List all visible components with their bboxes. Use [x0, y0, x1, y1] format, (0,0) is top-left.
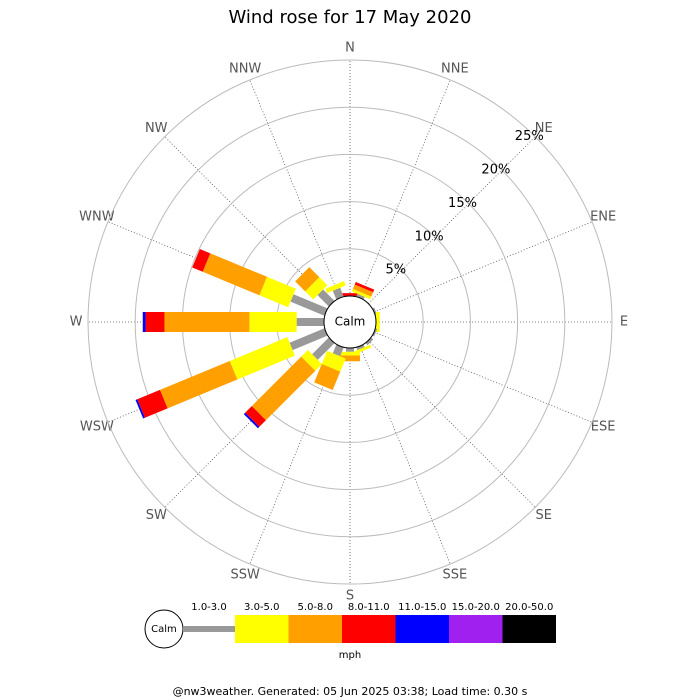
wind-bar: [354, 281, 375, 293]
legend-label: 5.0-8.0: [298, 602, 333, 613]
direction-label: NW: [145, 121, 168, 136]
wind-bar: [251, 356, 316, 421]
wind-bar: [137, 389, 168, 418]
direction-label: E: [620, 315, 628, 330]
direction-label: SW: [146, 508, 167, 523]
wind-bar: [192, 248, 211, 272]
wind-bar: [312, 337, 335, 360]
wind-bar: [314, 363, 341, 390]
direction-label: NNW: [229, 61, 261, 76]
ring-label: 20%: [481, 163, 510, 178]
direction-label: SE: [536, 508, 552, 523]
wind-bar: [135, 399, 145, 419]
direction-label: SSE: [442, 568, 467, 583]
wind-bar: [351, 288, 372, 300]
legend-label: 15.0-20.0: [452, 602, 500, 613]
legend-swatch: [502, 615, 556, 643]
calm-circle: [323, 295, 377, 349]
spoke: [368, 340, 536, 508]
direction-label: W: [70, 315, 83, 330]
spoke: [368, 136, 536, 304]
legend-swatch: [288, 615, 342, 643]
wind-bar: [352, 284, 374, 297]
direction-label: SSW: [230, 568, 260, 583]
spoke: [373, 331, 593, 423]
wind-bar: [259, 276, 296, 308]
wind-bar: [332, 287, 344, 300]
direction-label: WNW: [79, 210, 115, 225]
wind-bar: [332, 344, 344, 357]
legend-label: 11.0-15.0: [398, 602, 446, 613]
ring: [134, 106, 566, 538]
calm-label: Calm: [335, 315, 366, 329]
legend-swatch: [183, 626, 235, 632]
direction-label: NNE: [441, 61, 469, 76]
ring-label: 15%: [448, 196, 477, 211]
wind-bar: [229, 337, 295, 380]
spoke: [359, 345, 451, 565]
wind-bar: [351, 344, 372, 356]
wind-bar: [305, 277, 328, 300]
legend-label: 8.0-11.0: [348, 602, 390, 613]
legend-swatch: [449, 615, 503, 643]
spoke: [249, 79, 341, 299]
legend-label: 3.0-5.0: [244, 602, 279, 613]
wind-bar: [290, 294, 328, 316]
legend-label: 1.0-3.0: [191, 602, 226, 613]
direction-label: WSW: [80, 419, 114, 434]
direction-label: NE: [535, 121, 553, 136]
wind-bar: [301, 350, 322, 371]
wind-bar: [245, 406, 266, 427]
wind-bar: [325, 281, 346, 294]
direction-label: ENE: [590, 210, 616, 225]
wind-bar: [159, 361, 238, 409]
wind-bar: [295, 267, 320, 292]
spoke: [359, 79, 451, 299]
legend-swatch: [342, 615, 396, 643]
ring-label: 5%: [385, 263, 406, 278]
chart-title: Wind rose for 17 May 2020: [229, 7, 472, 28]
ring: [87, 59, 613, 585]
legend-swatch: [235, 615, 289, 643]
wind-bar: [289, 328, 328, 351]
legend-calm-label: Calm: [151, 624, 177, 635]
spoke: [373, 221, 593, 313]
legend-swatch: [395, 615, 449, 643]
ring-label: 10%: [415, 229, 444, 244]
ring-label: 25%: [515, 129, 544, 144]
wind-bar: [202, 253, 268, 296]
wind-bar: [243, 412, 260, 429]
unit-label: mph: [339, 650, 361, 661]
legend-label: 20.0-50.0: [505, 602, 553, 613]
direction-label: N: [345, 41, 355, 56]
direction-label: ESE: [591, 419, 616, 434]
wind-bar: [317, 289, 335, 307]
direction-label: S: [346, 589, 354, 604]
footer: @nw3weather. Generated: 05 Jun 2025 03:3…: [173, 685, 528, 698]
wind-bar: [321, 350, 346, 372]
